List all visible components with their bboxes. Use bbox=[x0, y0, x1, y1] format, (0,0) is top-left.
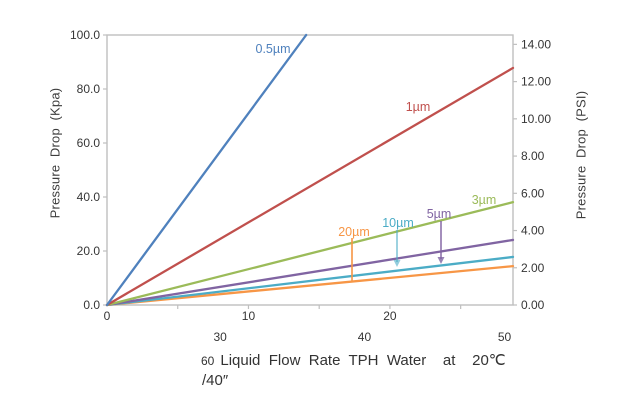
y-axis-title-psi: Pressure Drop (PSI) bbox=[573, 90, 589, 220]
annotation-arrowhead-5um bbox=[437, 257, 445, 264]
y-right-tick-label: 4.00 bbox=[521, 224, 545, 238]
series-label-1um: 1µm bbox=[406, 100, 431, 114]
series-line-0-5um bbox=[105, 33, 308, 307]
series-line-5um bbox=[105, 238, 515, 307]
series-label-0-5um: 0.5µm bbox=[256, 42, 291, 56]
x-tick-label-row1: 20 bbox=[383, 309, 397, 323]
y-right-tick-label: 0.00 bbox=[521, 298, 545, 312]
y-right-tick-label: 14.00 bbox=[521, 37, 551, 51]
x-axis-subtitle: /40″ bbox=[202, 372, 229, 389]
x-axis-title-text: Liquid Flow Rate TPH Water at 20℃ bbox=[220, 352, 506, 369]
x-tick-label-row2: 50 bbox=[498, 330, 512, 344]
y-right-tick-label: 6.00 bbox=[521, 186, 545, 200]
x-tick-label-row2: 40 bbox=[358, 330, 372, 344]
y-right-tick-label: 12.00 bbox=[521, 75, 551, 89]
series-line-1um bbox=[105, 66, 515, 307]
annotation-arrowhead-10um bbox=[393, 260, 401, 267]
series-line-3um bbox=[105, 200, 515, 307]
plot-border bbox=[106, 34, 514, 306]
y-right-tick-label: 8.00 bbox=[521, 149, 545, 163]
series-label-5um: 5µm bbox=[427, 207, 452, 221]
series-line-20um bbox=[105, 264, 515, 307]
y-left-tick-label: 40.0 bbox=[77, 190, 101, 204]
y-axis-title-kpa: Pressure Drop (Kpa) bbox=[47, 87, 63, 219]
series-label-3um: 3µm bbox=[472, 193, 497, 207]
x-tick-label-row2: 30 bbox=[213, 330, 227, 344]
series-line-10um bbox=[105, 255, 515, 307]
y-right-tick-label: 2.00 bbox=[521, 261, 545, 275]
y-left-tick-label: 20.0 bbox=[77, 244, 101, 258]
y-left-tick-label: 0.0 bbox=[83, 298, 100, 312]
y-left-tick-label: 60.0 bbox=[77, 136, 101, 150]
y-right-tick-label: 10.00 bbox=[521, 112, 551, 126]
y-left-tick-label: 100.0 bbox=[70, 28, 100, 42]
series-label-10um: 10µm bbox=[382, 216, 414, 230]
x-axis-title: 60 Liquid Flow Rate TPH Water at 20℃ bbox=[201, 351, 506, 369]
x-axis-title-prefix: 60 bbox=[201, 354, 215, 368]
x-tick-label-row1: 10 bbox=[242, 309, 256, 323]
series-label-20um: 20µm bbox=[338, 225, 370, 239]
x-tick-label-row1: 0 bbox=[104, 309, 111, 323]
y-left-tick-label: 80.0 bbox=[77, 82, 101, 96]
